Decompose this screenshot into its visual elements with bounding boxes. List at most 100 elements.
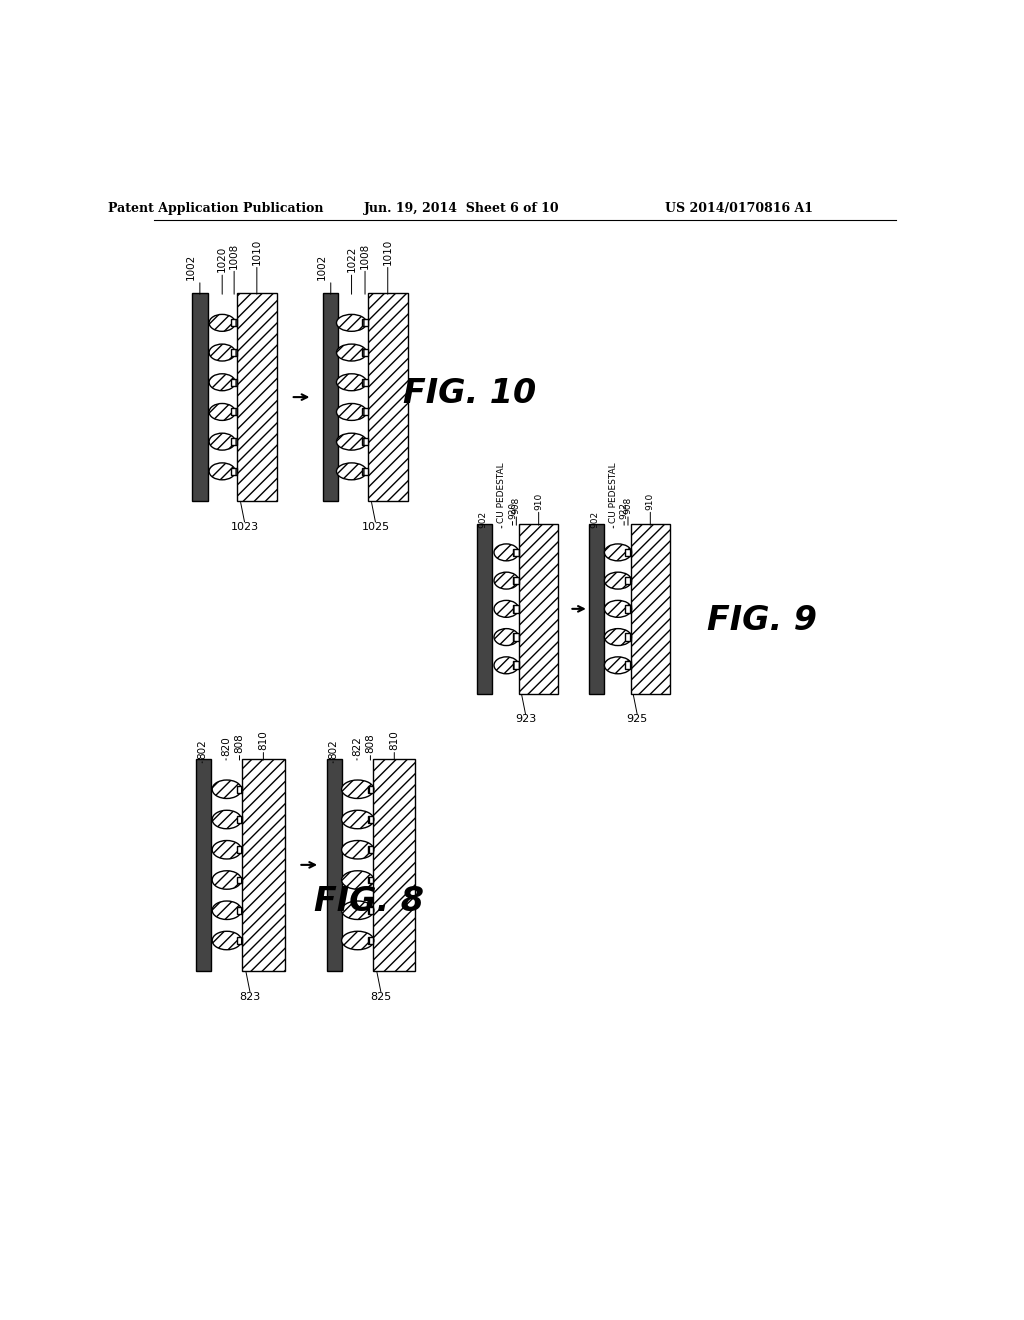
Ellipse shape — [494, 657, 518, 673]
Ellipse shape — [209, 463, 236, 480]
Ellipse shape — [604, 657, 632, 673]
Text: 810: 810 — [258, 730, 268, 750]
Bar — [237, 907, 243, 913]
Bar — [513, 549, 519, 556]
Bar — [196, 759, 211, 970]
Ellipse shape — [494, 544, 518, 561]
Text: 902: 902 — [479, 511, 487, 528]
Bar — [231, 438, 237, 445]
Bar — [362, 467, 368, 475]
Bar — [368, 816, 373, 822]
Ellipse shape — [212, 902, 242, 920]
Ellipse shape — [212, 810, 242, 829]
Ellipse shape — [604, 572, 632, 589]
Bar — [625, 634, 631, 642]
Text: 1002: 1002 — [316, 253, 327, 280]
Ellipse shape — [342, 871, 374, 890]
Ellipse shape — [337, 314, 367, 331]
Bar — [625, 605, 631, 612]
Bar — [368, 293, 408, 502]
Text: 1002: 1002 — [185, 253, 196, 280]
Ellipse shape — [604, 601, 632, 618]
Bar — [625, 661, 631, 669]
Text: 920: 920 — [508, 502, 517, 519]
Bar — [513, 605, 519, 612]
Bar — [513, 661, 519, 669]
Ellipse shape — [342, 780, 374, 799]
Text: 908: 908 — [624, 496, 633, 515]
Ellipse shape — [337, 374, 367, 391]
Ellipse shape — [337, 345, 367, 362]
Bar — [362, 408, 368, 416]
Ellipse shape — [494, 628, 518, 645]
Text: 810: 810 — [389, 730, 399, 750]
Text: 808: 808 — [366, 733, 376, 752]
Text: 1008: 1008 — [229, 243, 240, 268]
Text: 910: 910 — [535, 492, 543, 510]
Ellipse shape — [604, 628, 632, 645]
Text: 902: 902 — [591, 511, 599, 528]
Bar — [477, 524, 493, 693]
Bar — [237, 816, 243, 822]
Bar — [368, 785, 373, 793]
Bar — [362, 379, 368, 385]
Ellipse shape — [604, 544, 632, 561]
Text: 1010: 1010 — [252, 239, 262, 264]
Text: 802: 802 — [328, 739, 338, 759]
Ellipse shape — [209, 374, 236, 391]
Text: 923: 923 — [515, 714, 537, 725]
Bar — [193, 293, 208, 502]
Bar — [237, 785, 243, 793]
Text: 1023: 1023 — [230, 521, 259, 532]
Ellipse shape — [342, 841, 374, 859]
Bar — [368, 907, 373, 913]
Text: FIG. 8: FIG. 8 — [314, 884, 424, 917]
Bar — [362, 319, 368, 326]
Bar — [231, 467, 237, 475]
Bar — [519, 524, 558, 693]
Text: 820: 820 — [221, 737, 231, 756]
Bar — [631, 524, 670, 693]
Bar — [231, 408, 237, 416]
Ellipse shape — [342, 902, 374, 920]
Text: Patent Application Publication: Patent Application Publication — [108, 202, 323, 215]
Text: 825: 825 — [371, 991, 391, 1002]
Bar — [237, 937, 243, 944]
Bar — [327, 759, 342, 970]
Bar — [323, 293, 339, 502]
Ellipse shape — [494, 572, 518, 589]
Text: 808: 808 — [234, 733, 245, 752]
Text: 1008: 1008 — [360, 243, 370, 268]
Bar — [231, 319, 237, 326]
Ellipse shape — [212, 841, 242, 859]
Bar — [243, 759, 285, 970]
Ellipse shape — [342, 810, 374, 829]
Bar — [362, 348, 368, 356]
Bar — [625, 577, 631, 585]
Text: CU PEDESTAL: CU PEDESTAL — [498, 463, 506, 524]
Ellipse shape — [337, 463, 367, 480]
Text: 908: 908 — [512, 496, 521, 515]
Bar — [373, 759, 416, 970]
Ellipse shape — [209, 433, 236, 450]
Bar — [625, 549, 631, 556]
Ellipse shape — [494, 601, 518, 618]
Bar — [362, 438, 368, 445]
Bar — [237, 293, 276, 502]
Ellipse shape — [212, 871, 242, 890]
Text: 922: 922 — [620, 502, 629, 519]
Bar — [513, 634, 519, 642]
Text: FIG. 10: FIG. 10 — [402, 376, 536, 409]
Ellipse shape — [212, 932, 242, 950]
Text: CU PEDESTAL: CU PEDESTAL — [609, 463, 617, 524]
Ellipse shape — [209, 314, 236, 331]
Text: 910: 910 — [646, 492, 654, 510]
Ellipse shape — [209, 404, 236, 420]
Bar — [237, 846, 243, 853]
Ellipse shape — [209, 345, 236, 362]
Text: 925: 925 — [627, 714, 648, 725]
Text: 822: 822 — [352, 737, 361, 756]
Text: 1025: 1025 — [361, 521, 389, 532]
Text: Jun. 19, 2014  Sheet 6 of 10: Jun. 19, 2014 Sheet 6 of 10 — [364, 202, 559, 215]
Bar — [231, 379, 237, 385]
